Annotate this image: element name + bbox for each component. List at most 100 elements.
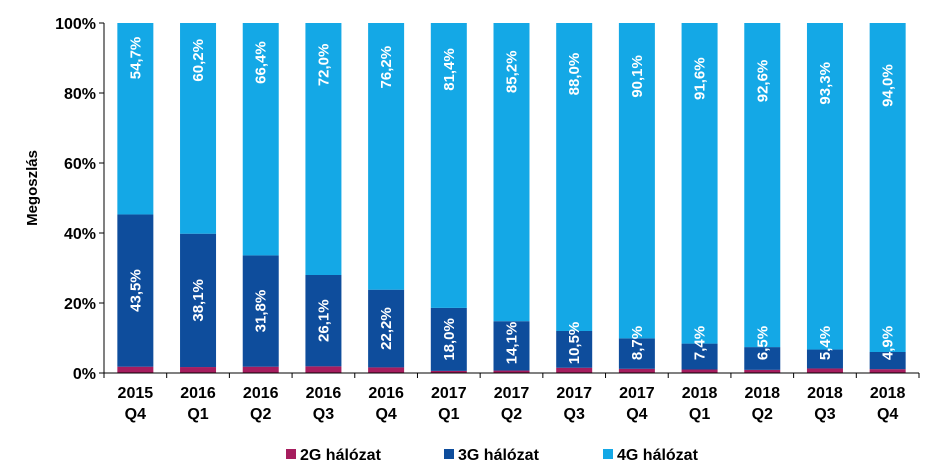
bar-segment-3g	[744, 23, 781, 348]
x-tick-label-year: 2016	[368, 385, 404, 402]
legend-label-3g: 3G hálózat	[458, 447, 540, 464]
x-tick-label-quarter: Q4	[877, 406, 898, 423]
bar-segment-2g	[180, 233, 217, 368]
y-tick-label: 100%	[55, 16, 96, 33]
data-label-4g: 72,0%	[315, 44, 332, 87]
x-tick-label-year: 2018	[870, 385, 906, 402]
bar-segment-2g	[744, 347, 781, 370]
bar-segment-1g	[117, 366, 154, 373]
y-tick-label: 80%	[64, 86, 96, 103]
bar-segment-2g	[242, 255, 279, 367]
data-label-3g: 5,4%	[817, 326, 834, 360]
bar-segment-3g	[556, 23, 593, 331]
bar-segment-1g	[430, 370, 467, 373]
x-tick-label-quarter: Q4	[375, 406, 396, 423]
data-label-3g: 10,5%	[566, 322, 583, 365]
data-label-4g: 76,2%	[378, 46, 395, 89]
x-tick-label-quarter: Q2	[752, 406, 773, 423]
data-label-4g: 93,3%	[817, 62, 834, 105]
bar-segment-1g	[180, 367, 217, 373]
x-tick-label-year: 2018	[682, 385, 718, 402]
data-label-3g: 18,0%	[441, 318, 458, 361]
x-tick-label-year: 2016	[243, 385, 279, 402]
data-label-4g: 91,6%	[692, 57, 709, 100]
data-labels: 43,5% 54,7% 38,1% 60,2% 31,8% 66,4% 26,1% 72,0%…	[127, 37, 896, 365]
bar-segment-3g	[117, 23, 154, 215]
legend-label-4g: 4G hálózat	[617, 447, 699, 464]
legend-swatch-2g	[286, 449, 296, 459]
x-tick-label-year: 2018	[744, 385, 780, 402]
bar-segment-2g	[869, 352, 906, 370]
x-tick-label-quarter: Q2	[250, 406, 271, 423]
bar-segment-2g	[618, 338, 655, 369]
bar-segment-2g	[681, 343, 718, 370]
legend: 2G hálózat 3G hálózat 4G hálózat	[286, 447, 699, 464]
x-tick-label-quarter: Q1	[438, 406, 459, 423]
data-label-4g: 88,0%	[566, 53, 583, 96]
bar-segment-3g	[368, 23, 405, 290]
legend-label-2g: 2G hálózat	[300, 447, 382, 464]
data-label-4g: 54,7%	[127, 37, 144, 80]
x-tick-label-quarter: Q4	[125, 406, 146, 423]
bars	[117, 23, 906, 373]
x-axis: 2015 Q4 2016 Q1 2016 Q2 2016 Q3 2016 Q4 2017 Q1 2017…	[103, 372, 920, 423]
data-label-3g: 31,8%	[253, 290, 270, 333]
bar-segment-3g	[618, 23, 655, 339]
x-tick-label-quarter: Q3	[564, 406, 585, 423]
x-tick-label-quarter: Q1	[689, 406, 710, 423]
y-tick-label: 40%	[64, 226, 96, 243]
bar-segment-3g	[869, 23, 906, 352]
bar-segment-1g	[556, 367, 593, 373]
bar-segment-3g	[430, 23, 467, 308]
data-label-4g: 90,1%	[629, 55, 646, 98]
x-tick-label-quarter: Q3	[814, 406, 835, 423]
bar-segment-3g	[806, 23, 843, 350]
x-tick-label-year: 2017	[556, 385, 592, 402]
bar-segment-2g	[305, 275, 342, 367]
data-label-4g: 92,6%	[754, 60, 771, 103]
bar-segment-1g	[744, 369, 781, 373]
data-label-4g: 85,2%	[504, 51, 521, 94]
y-tick-label: 20%	[64, 296, 96, 313]
bar-segment-2g	[368, 289, 405, 368]
x-tick-label-quarter: Q2	[501, 406, 522, 423]
data-label-3g: 43,5%	[127, 269, 144, 312]
x-tick-label-quarter: Q3	[313, 406, 334, 423]
data-label-4g: 81,4%	[441, 48, 458, 91]
bar-segment-2g	[556, 331, 593, 368]
bar-segment-3g	[681, 23, 718, 344]
y-axis: 0% 20% 40% 60% 80% 100%	[55, 16, 105, 383]
data-label-3g: 26,1%	[315, 299, 332, 342]
data-label-3g: 7,4%	[692, 326, 709, 360]
data-label-4g: 60,2%	[190, 39, 207, 82]
data-label-3g: 22,2%	[378, 307, 395, 350]
data-label-3g: 38,1%	[190, 279, 207, 322]
data-label-4g: 66,4%	[253, 41, 270, 84]
legend-swatch-4g	[603, 449, 613, 459]
x-tick-label-year: 2017	[494, 385, 530, 402]
data-label-3g: 14,1%	[504, 322, 521, 365]
data-label-3g: 6,5%	[754, 326, 771, 360]
bar-segment-3g	[493, 23, 530, 322]
bar-segment-1g	[806, 368, 843, 373]
bar-segment-1g	[869, 369, 906, 373]
bar-segment-3g	[242, 23, 279, 256]
x-tick-label-year: 2018	[807, 385, 843, 402]
bar-segment-2g	[117, 214, 154, 367]
x-tick-label-year: 2017	[431, 385, 467, 402]
bar-segment-2g	[430, 307, 467, 371]
bar-segment-1g	[305, 366, 342, 373]
bar-segment-2g	[493, 321, 530, 371]
x-tick-label-year: 2016	[306, 385, 342, 402]
data-label-3g: 8,7%	[629, 326, 646, 360]
bar-segment-3g	[180, 23, 217, 234]
bar-segment-3g	[305, 23, 342, 275]
x-tick-label-year: 2015	[118, 385, 154, 402]
y-axis-label: Megoszlás	[24, 150, 41, 226]
bar-segment-2g	[806, 349, 843, 369]
x-tick-label-year: 2016	[180, 385, 216, 402]
bar-segment-1g	[681, 369, 718, 373]
legend-swatch-3g	[444, 449, 454, 459]
bar-segment-1g	[368, 367, 405, 373]
